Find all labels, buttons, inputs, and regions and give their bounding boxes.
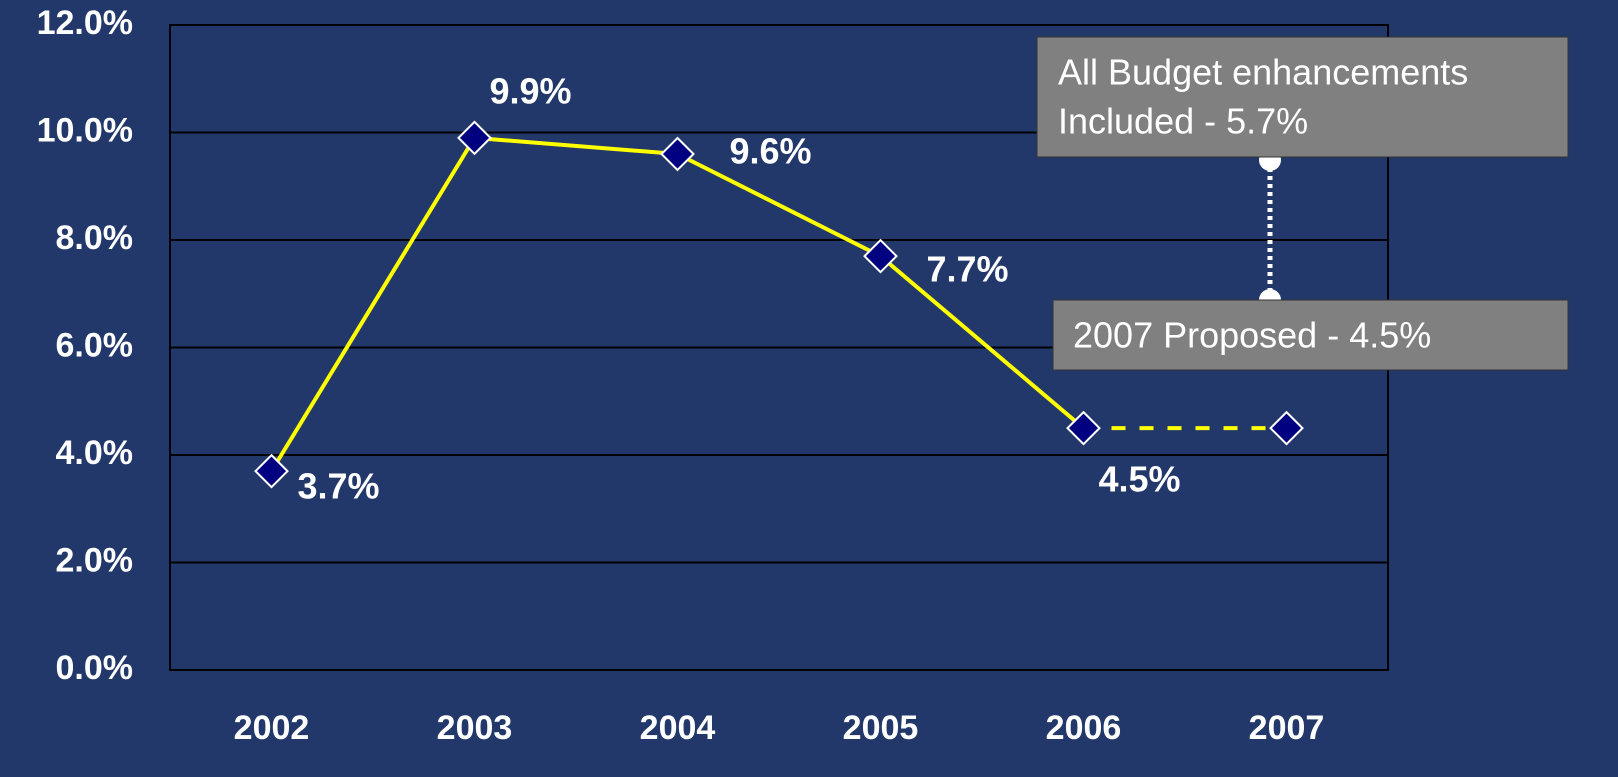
annotation-box <box>1052 299 1569 371</box>
line-segment <box>474 135 678 156</box>
line-segment <box>269 136 477 473</box>
marker <box>1269 410 1304 446</box>
marker <box>457 120 492 156</box>
y-tick-label: 10.0% <box>37 111 133 149</box>
y-tick-label: 8.0% <box>56 219 134 257</box>
annotation-text: Included - 5.7% <box>1058 101 1308 142</box>
data-label: 7.7% <box>927 249 1009 290</box>
line-segment <box>879 254 1085 430</box>
y-tick-label: 2.0% <box>56 541 134 579</box>
data-label: 4.5% <box>1098 459 1180 500</box>
annotation-text: All Budget enhancements <box>1058 52 1468 93</box>
annotation-text: 2007 Proposed - 4.5% <box>1073 315 1431 356</box>
y-tick-label: 6.0% <box>56 326 134 364</box>
x-tick-label: 2007 <box>1249 709 1325 747</box>
data-label: 9.9% <box>489 70 571 111</box>
data-label: 9.6% <box>730 131 812 172</box>
marker <box>863 238 898 274</box>
y-tick-label: 0.0% <box>56 649 134 687</box>
data-label: 3.7% <box>298 466 380 507</box>
x-tick-label: 2004 <box>640 709 716 747</box>
line-segment <box>676 152 882 258</box>
annotation-box <box>1036 36 1569 158</box>
x-tick-label: 2006 <box>1046 709 1122 747</box>
x-tick-label: 2005 <box>843 709 919 747</box>
y-tick-label: 12.0% <box>37 4 133 42</box>
x-tick-label: 2003 <box>437 709 513 747</box>
marker <box>660 136 695 172</box>
x-tick-label: 2002 <box>234 709 310 747</box>
marker <box>254 453 289 489</box>
y-tick-label: 4.0% <box>56 434 134 472</box>
annotation-connector <box>1259 149 1281 311</box>
marker <box>1066 410 1101 446</box>
